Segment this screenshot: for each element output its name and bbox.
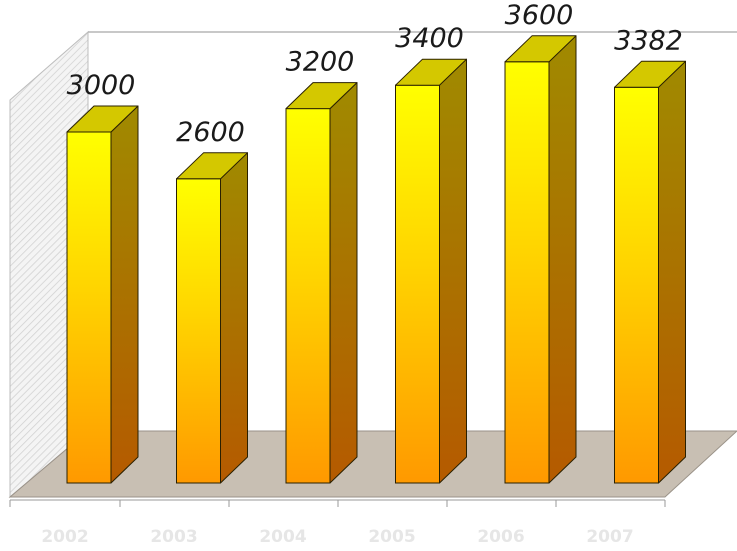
x-tick-label: 2002 <box>41 527 88 547</box>
data-label: 3000 <box>67 70 136 101</box>
x-tick-labels: 2002 2003 2004 2005 2006 2007 <box>41 527 633 547</box>
bar-top <box>285 82 358 110</box>
bar-front <box>614 86 659 484</box>
x-tick-label: 2005 <box>368 527 415 547</box>
bar <box>176 152 248 484</box>
bar-front <box>66 131 112 484</box>
x-tick-label: 2004 <box>259 527 306 547</box>
bar-top <box>614 60 686 88</box>
bar-top <box>395 58 467 86</box>
bar-front <box>504 61 550 484</box>
bar-front <box>176 178 221 484</box>
bar-side <box>329 82 358 484</box>
data-label: 3600 <box>505 0 574 31</box>
bar-side <box>110 105 139 484</box>
bar-top <box>504 35 577 63</box>
data-label: 3200 <box>286 47 355 78</box>
x-tick-label: 2007 <box>586 527 633 547</box>
bar-side <box>439 58 467 484</box>
x-axis <box>9 499 666 507</box>
bar-side <box>220 152 248 484</box>
bar-series <box>66 35 686 484</box>
bar-top <box>66 105 139 133</box>
bar <box>285 82 358 484</box>
bar-top <box>176 152 248 180</box>
bar-side <box>658 60 686 484</box>
bar <box>66 105 139 484</box>
data-label: 3400 <box>395 23 464 54</box>
bar-side <box>548 35 577 484</box>
x-tick-label: 2006 <box>477 527 524 547</box>
bar <box>614 60 686 484</box>
data-label: 3382 <box>614 25 683 56</box>
data-labels: 3000 2600 3200 3400 3600 3382 <box>67 0 683 148</box>
x-tick-label: 2003 <box>150 527 197 547</box>
bar <box>504 35 577 484</box>
bar-front <box>395 84 440 484</box>
bar-front <box>285 108 331 484</box>
data-label: 2600 <box>176 117 245 148</box>
bar <box>395 58 467 484</box>
